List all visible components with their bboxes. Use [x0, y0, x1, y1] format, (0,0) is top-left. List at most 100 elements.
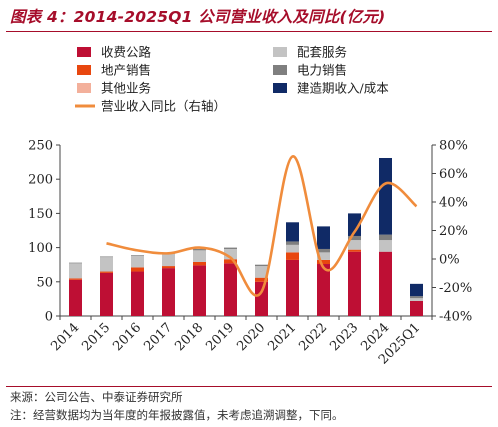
chart-title: 图表 4：2014-2025Q1 公司营业收入及同比(亿元): [10, 8, 386, 26]
bar-segment-property-2018: [193, 261, 206, 266]
legend-item-yoy: 营业收入同比（右轴）: [75, 99, 226, 114]
bar-segment-toll-2023: [348, 251, 361, 316]
bar-segment-power-2023: [348, 235, 361, 241]
x-tick-label-2022: 2022: [296, 320, 330, 354]
bar-segment-property-2017: [162, 266, 175, 269]
bar-segment-power-2020: [255, 264, 268, 267]
stacked-bars: [69, 157, 423, 316]
bar-segment-supporting-2024: [379, 240, 392, 252]
yoy-line: [106, 155, 418, 297]
source-note: 来源：公司公告、中泰证券研究所: [10, 390, 183, 404]
legend-swatch: [77, 47, 91, 57]
bar-segment-supporting-2017: [162, 253, 175, 267]
bar-segment-property-2023: [348, 249, 361, 252]
title-divider: [6, 31, 492, 32]
legend-item-supporting: 配套服务: [273, 45, 347, 60]
bar-segment-toll-2020: [255, 281, 268, 316]
bar-stack-2020: [255, 264, 268, 316]
legend-item-construction: 建造期收入/成本: [273, 81, 389, 96]
bar-stack-2017: [162, 253, 175, 316]
bar-segment-property-2020: [255, 277, 268, 282]
left-tick-label: 200: [28, 173, 53, 188]
x-tick-label-2014: 2014: [48, 320, 82, 354]
right-tick-label: -20%: [439, 281, 472, 296]
bar-segment-power-2025q1: [410, 296, 423, 299]
legend-label: 地产销售: [101, 63, 151, 78]
bar-segment-power-2016: [131, 255, 144, 256]
bar-segment-supporting-2015: [100, 257, 113, 272]
x-tick-label-2017: 2017: [141, 320, 175, 354]
bar-stack-2014: [69, 262, 82, 316]
bar-segment-toll-2018: [193, 265, 206, 316]
bar-stack-2025q1: [410, 283, 423, 316]
chart-header: 图表 4：2014-2025Q1 公司营业收入及同比(亿元): [0, 0, 498, 32]
legend-swatch: [273, 47, 287, 57]
bar-segment-toll-2025q1: [410, 300, 423, 316]
legend-label: 配套服务: [297, 45, 347, 60]
bar-segment-property-2016: [131, 267, 144, 272]
legend-swatch: [77, 83, 91, 93]
legend-label: 其他业务: [101, 81, 151, 96]
footer-divider: [6, 386, 492, 387]
footnote: 注：经营数据均为当年度的年报披露值，未考虑追溯调整，下同。: [10, 408, 344, 422]
bar-segment-property-2015: [100, 271, 113, 273]
x-tick-label-2021: 2021: [265, 320, 299, 354]
legend-item-property: 地产销售: [77, 63, 151, 78]
bar-stack-2021: [286, 222, 299, 316]
legend-label: 建造期收入/成本: [297, 81, 389, 96]
chart-axes: 0 50 100 150 200 250 -40% -20% 0% 20% 40% 60% 80% 201…: [28, 139, 472, 368]
bar-segment-toll-2015: [100, 272, 113, 316]
bar-segment-power-2014: [69, 262, 82, 264]
bar-stack-2022: [317, 226, 330, 316]
bar-segment-power-2021: [286, 241, 299, 245]
bar-segment-supporting-2014: [69, 263, 82, 279]
x-tick-label-2016: 2016: [110, 320, 144, 354]
bar-segment-construction-2022: [317, 226, 330, 249]
bar-segment-supporting-2019: [224, 248, 237, 260]
legend-item-toll: 收费公路: [77, 45, 152, 60]
bar-segment-power-2015: [100, 256, 113, 258]
right-tick-label: 60%: [439, 167, 468, 182]
bar-stack-2018: [193, 248, 206, 316]
right-tick-label: 40%: [439, 196, 468, 211]
bar-segment-construction-2023: [348, 213, 361, 236]
left-tick-label: 100: [28, 241, 53, 256]
bar-segment-toll-2021: [286, 259, 299, 316]
left-tick-label: 250: [28, 139, 53, 154]
legend-swatch: [273, 83, 287, 93]
x-tick-label-2018: 2018: [172, 320, 206, 354]
x-tick-label-2015: 2015: [79, 320, 113, 354]
legend-label: 收费公路: [101, 45, 152, 60]
bar-stack-2024: [379, 157, 392, 316]
right-tick-label: -40%: [439, 310, 472, 325]
bar-stack-2015: [100, 256, 113, 316]
legend-swatch: [77, 65, 91, 75]
bar-stack-2023: [348, 213, 361, 316]
legend-swatch: [273, 65, 287, 75]
bar-segment-toll-2022: [317, 264, 330, 316]
bar-segment-property-2022: [317, 259, 330, 265]
left-tick-label: 150: [28, 207, 53, 222]
bar-segment-construction-2025q1: [410, 283, 423, 297]
bar-segment-power-2018: [193, 248, 206, 251]
bar-segment-supporting-2022: [317, 252, 330, 260]
bar-segment-supporting-2023: [348, 240, 361, 250]
bar-segment-supporting-2016: [131, 255, 144, 268]
legend-item-other: 其他业务: [77, 81, 151, 96]
bar-segment-toll-2014: [69, 279, 82, 316]
bar-stack-2019: [224, 247, 237, 316]
left-tick-label: 50: [36, 275, 53, 290]
x-tick-label-2020: 2020: [234, 320, 268, 354]
bar-segment-supporting-2021: [286, 244, 299, 253]
legend-label: 电力销售: [297, 63, 347, 78]
x-tick-label-2019: 2019: [203, 320, 237, 354]
bar-segment-supporting-2020: [255, 266, 268, 278]
bar-segment-power-2024: [379, 234, 392, 241]
right-tick-label: 0%: [439, 253, 460, 268]
bar-segment-supporting-2025q1: [410, 298, 423, 301]
yoy-line-series: [106, 155, 418, 297]
bar-stack-2016: [131, 255, 144, 316]
bar-segment-supporting-2018: [193, 250, 206, 262]
x-tick-label-2023: 2023: [327, 320, 361, 354]
